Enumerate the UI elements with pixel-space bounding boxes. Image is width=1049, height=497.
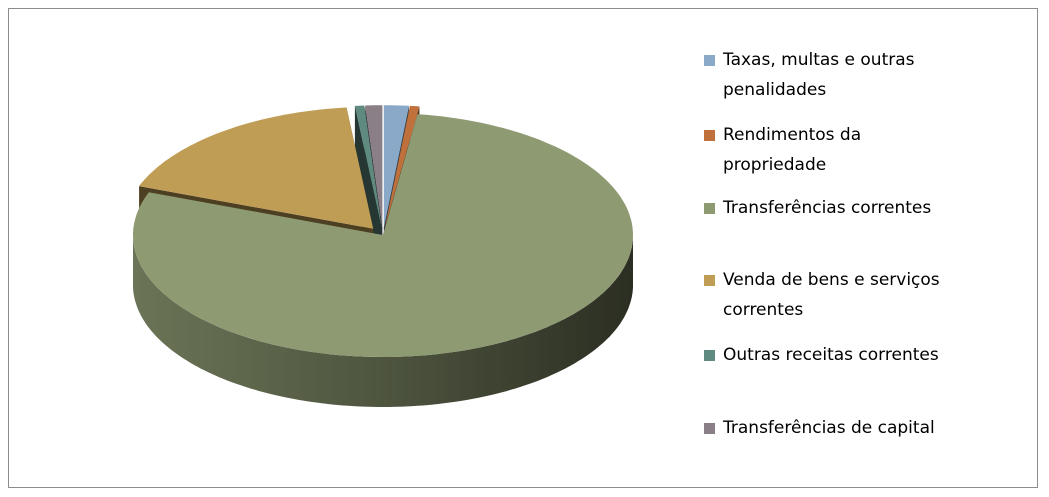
legend-item: Transferências correntes (704, 193, 954, 223)
slice (354, 105, 382, 228)
legend-swatch (704, 350, 715, 361)
legend-label: Transferências de capital (723, 418, 935, 438)
legend-label: Venda de bens e serviços correntes (723, 270, 940, 320)
slice (365, 105, 383, 228)
legend-swatch (704, 55, 715, 66)
legend-label: Transferências correntes (723, 198, 932, 218)
slice (139, 107, 374, 229)
legend-swatch (704, 203, 715, 214)
legend-item: Transferências de capital (704, 413, 954, 443)
legend-item: Outras receitas correntes (704, 340, 954, 370)
slice (383, 105, 409, 228)
legend-swatch (704, 130, 715, 141)
legend-label: Outras receitas correntes (723, 345, 939, 365)
slice-wall (133, 235, 633, 407)
chart-frame (8, 8, 1038, 488)
legend-label: Taxas, multas e outras penalidades (723, 50, 915, 100)
slice (133, 114, 633, 357)
legend-item: Venda de bens e serviços correntes (704, 265, 954, 325)
legend-label: Rendimentos da propriedade (723, 125, 862, 175)
legend-item: Rendimentos da propriedade (704, 120, 954, 180)
legend-swatch (704, 423, 715, 434)
legend-item: Taxas, multas e outras penalidades (704, 45, 954, 105)
legend-swatch (704, 275, 715, 286)
slice (384, 105, 420, 228)
